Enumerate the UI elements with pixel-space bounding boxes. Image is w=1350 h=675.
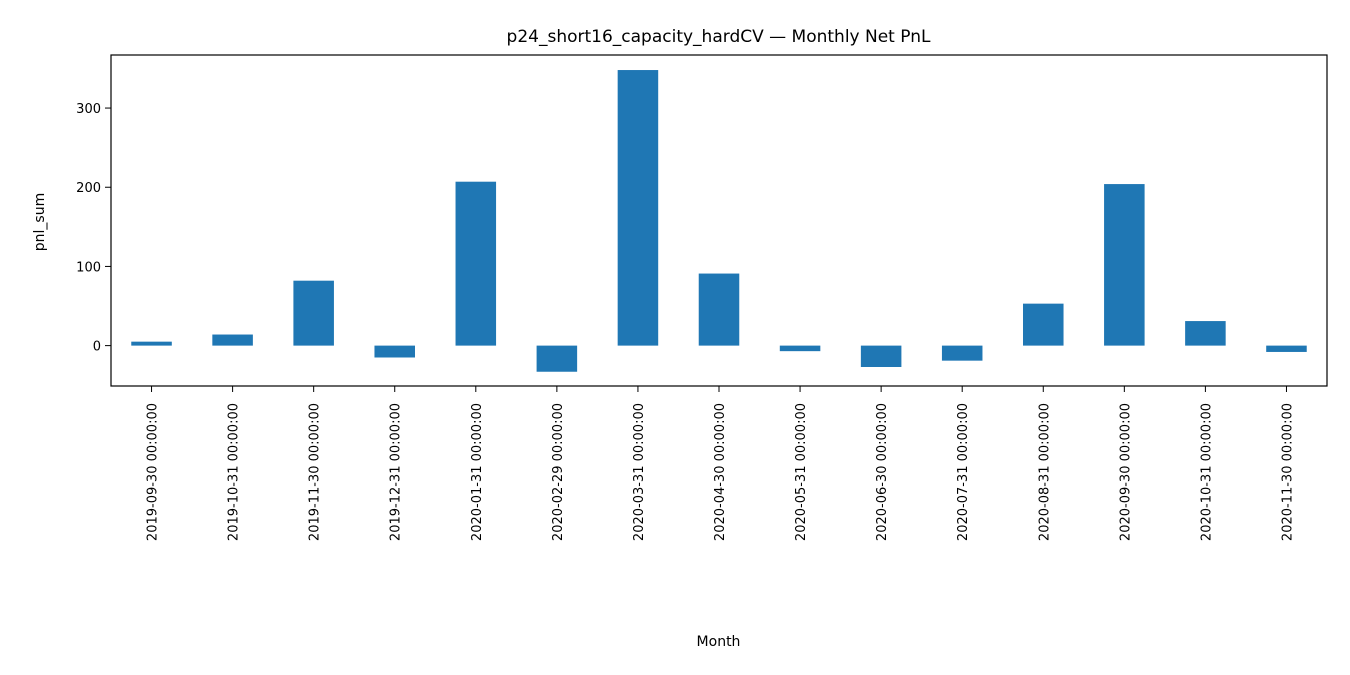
y-tick-label: 0 bbox=[93, 340, 101, 355]
bar bbox=[941, 345, 983, 361]
x-axis-ticks: 2019-09-30 00:00:00 2019-10-31 00:00:00 20… bbox=[146, 386, 1295, 541]
bar bbox=[131, 341, 172, 346]
y-tick-label: 200 bbox=[76, 181, 101, 196]
x-tick-label: 2020-05-31 00:00:00 bbox=[794, 403, 809, 541]
x-tick-label: 2020-04-30 00:00:00 bbox=[713, 403, 728, 541]
x-tick-label: 2020-10-31 00:00:00 bbox=[1199, 403, 1214, 541]
bar bbox=[212, 334, 253, 346]
y-tick-label: 300 bbox=[76, 102, 101, 117]
x-tick-label: 2019-10-31 00:00:00 bbox=[227, 403, 242, 541]
bars-group bbox=[131, 70, 1307, 372]
bar bbox=[374, 345, 415, 358]
x-tick-label: 2019-12-31 00:00:00 bbox=[389, 403, 404, 541]
y-tick-label: 100 bbox=[76, 260, 101, 275]
bar bbox=[293, 280, 334, 346]
bar bbox=[1023, 303, 1064, 346]
x-tick-label: 2020-07-31 00:00:00 bbox=[956, 403, 971, 541]
bar bbox=[1266, 345, 1307, 352]
x-tick-label: 2020-01-31 00:00:00 bbox=[470, 403, 485, 541]
bar bbox=[617, 70, 659, 346]
y-axis-label: pnl_sum bbox=[32, 193, 48, 251]
bar bbox=[455, 181, 497, 346]
plot-frame bbox=[110, 54, 1328, 387]
y-axis-ticks: 0 100 200 300 bbox=[76, 102, 111, 355]
bar bbox=[860, 345, 902, 367]
x-axis-label: Month bbox=[697, 634, 741, 650]
x-tick-label: 2020-09-30 00:00:00 bbox=[1118, 403, 1133, 541]
x-tick-label: 2020-11-30 00:00:00 bbox=[1280, 403, 1295, 541]
x-tick-label: 2019-11-30 00:00:00 bbox=[308, 403, 323, 541]
x-tick-label: 2020-02-29 00:00:00 bbox=[551, 403, 566, 541]
bar bbox=[1104, 184, 1145, 346]
chart-title: p24_short16_capacity_hardCV — Monthly Ne… bbox=[507, 27, 931, 47]
x-tick-label: 2019-09-30 00:00:00 bbox=[146, 403, 161, 541]
bar bbox=[779, 345, 821, 352]
bar bbox=[536, 345, 578, 372]
bar bbox=[1185, 321, 1226, 346]
x-tick-label: 2020-08-31 00:00:00 bbox=[1037, 403, 1052, 541]
x-tick-label: 2020-06-30 00:00:00 bbox=[875, 403, 890, 541]
x-tick-label: 2020-03-31 00:00:00 bbox=[632, 403, 647, 541]
bar bbox=[698, 273, 740, 346]
